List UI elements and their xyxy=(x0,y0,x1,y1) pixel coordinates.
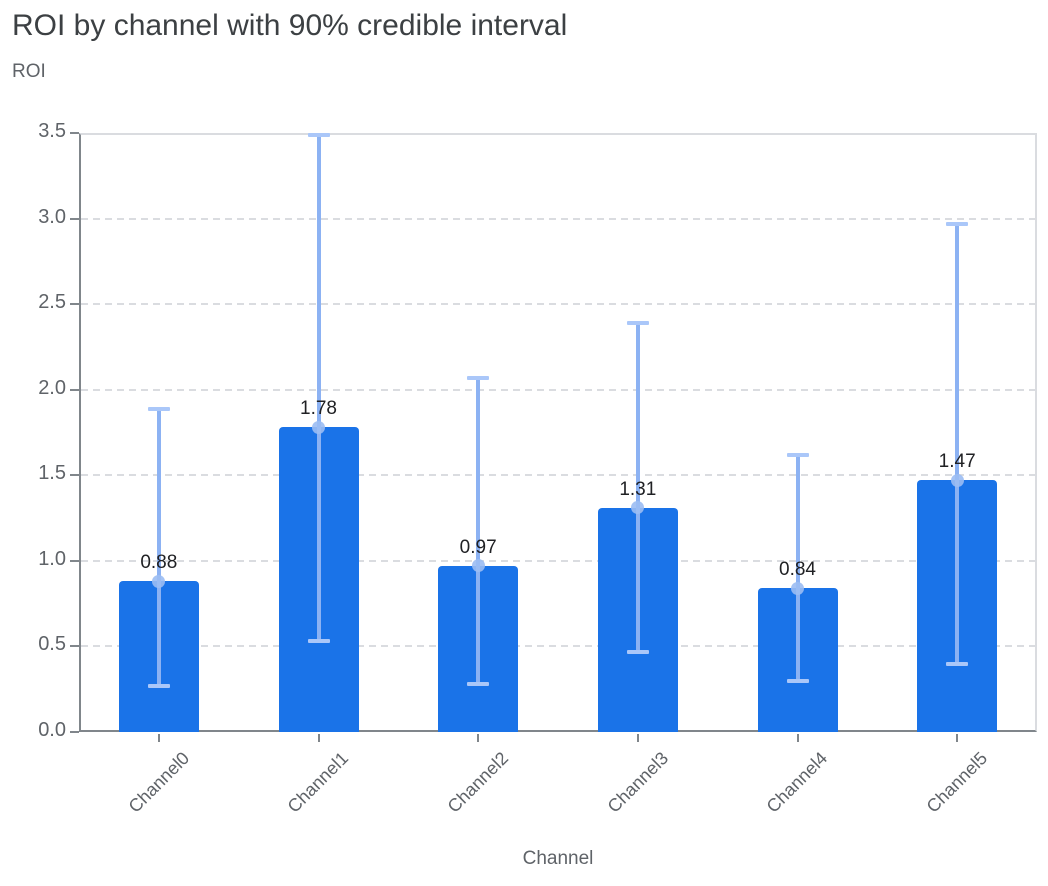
y-tick-label: 1.0 xyxy=(38,547,66,570)
x-axis-title: Channel xyxy=(522,848,594,869)
y-tick-mark xyxy=(70,132,79,134)
x-tick-mark xyxy=(477,734,480,742)
plot-area xyxy=(79,133,1037,732)
y-tick-mark xyxy=(70,388,79,391)
y-tick-label: 1.5 xyxy=(38,462,66,485)
y-tick-mark xyxy=(70,303,79,306)
x-tick-label-text: Channel5 xyxy=(922,748,992,817)
chart-title: ROI by channel with 90% credible interva… xyxy=(12,9,568,42)
x-tick-label-text: Channel4 xyxy=(763,748,832,817)
y-tick-label: 3.5 xyxy=(38,120,66,142)
x-tick-mark xyxy=(796,734,799,742)
y-tick-mark xyxy=(70,645,79,648)
y-tick-label: 3.0 xyxy=(38,205,66,228)
x-tick-label-text: Channel1 xyxy=(284,748,353,817)
y-tick-mark xyxy=(70,474,79,477)
x-tick-mark xyxy=(157,734,160,742)
y-tick-label: 2.0 xyxy=(38,376,66,399)
x-tick-label-text: Channel3 xyxy=(603,748,672,817)
y-tick-mark xyxy=(70,559,79,562)
y-tick-label: 0.5 xyxy=(38,633,66,656)
y-tick-mark xyxy=(70,217,79,220)
x-tick-label-text: Channel0 xyxy=(124,748,193,817)
x-tick-mark xyxy=(956,734,959,742)
x-tick-label-text: Channel2 xyxy=(443,748,513,817)
y-tick-label: 0.0 xyxy=(38,719,66,741)
x-tick-mark xyxy=(317,734,320,742)
y-tick-label: 2.5 xyxy=(38,291,66,314)
y-axis-title: ROI xyxy=(12,61,46,82)
y-tick-mark xyxy=(70,731,79,733)
x-tick-mark xyxy=(636,734,639,742)
